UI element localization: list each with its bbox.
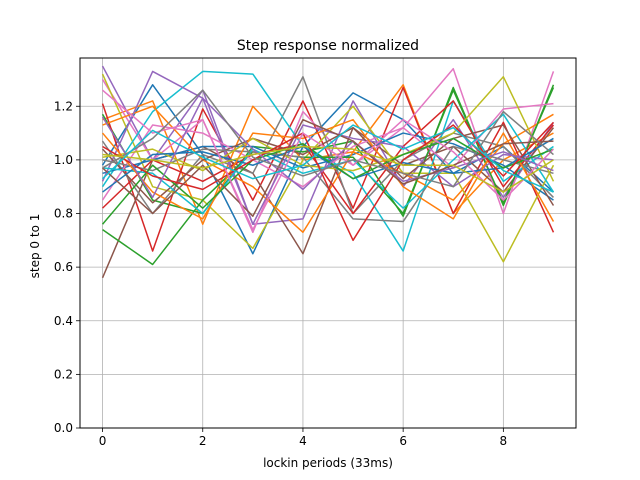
series-line-12 xyxy=(102,105,554,234)
series-line-29 xyxy=(102,145,554,193)
y-tick-label: 0.0 xyxy=(54,421,73,435)
series-line-23 xyxy=(101,137,554,225)
y-tick-label: 0.4 xyxy=(54,314,73,328)
y-tick-label: 0.8 xyxy=(54,207,73,221)
series-lines xyxy=(101,65,555,279)
series-line-13 xyxy=(102,87,555,266)
series-line-26 xyxy=(102,118,554,217)
series-line-25 xyxy=(101,97,554,199)
y-tick-label: 0.6 xyxy=(54,260,73,274)
y-tick-label: 1.0 xyxy=(54,153,73,167)
x-tick-label: 8 xyxy=(500,434,508,448)
plot-frame xyxy=(79,57,577,429)
x-axis-ticks: 0 2 4 6 8 xyxy=(99,428,507,448)
y-axis-label: step 0 to 1 xyxy=(28,214,42,279)
x-tick-label: 4 xyxy=(299,434,307,448)
series-line-10 xyxy=(101,70,554,252)
series-line-14 xyxy=(102,100,555,215)
y-tick-label: 0.2 xyxy=(54,367,73,381)
x-axis-label: lockin periods (33ms) xyxy=(263,456,393,470)
y-axis-ticks: 0.0 0.2 0.4 0.6 0.8 1.0 1.2 xyxy=(54,99,80,435)
series-line-21 xyxy=(102,137,554,193)
series-line-16 xyxy=(101,124,555,206)
x-tick-label: 6 xyxy=(399,434,407,448)
series-line-20 xyxy=(102,113,555,215)
x-tick-label: 0 xyxy=(99,434,107,448)
chart-title: Step response normalized xyxy=(237,38,419,54)
series-line-30 xyxy=(102,124,554,193)
series-line-4 xyxy=(101,86,555,252)
y-tick-label: 1.2 xyxy=(54,99,73,113)
x-tick-label: 2 xyxy=(199,434,207,448)
series-line-27 xyxy=(102,89,554,231)
